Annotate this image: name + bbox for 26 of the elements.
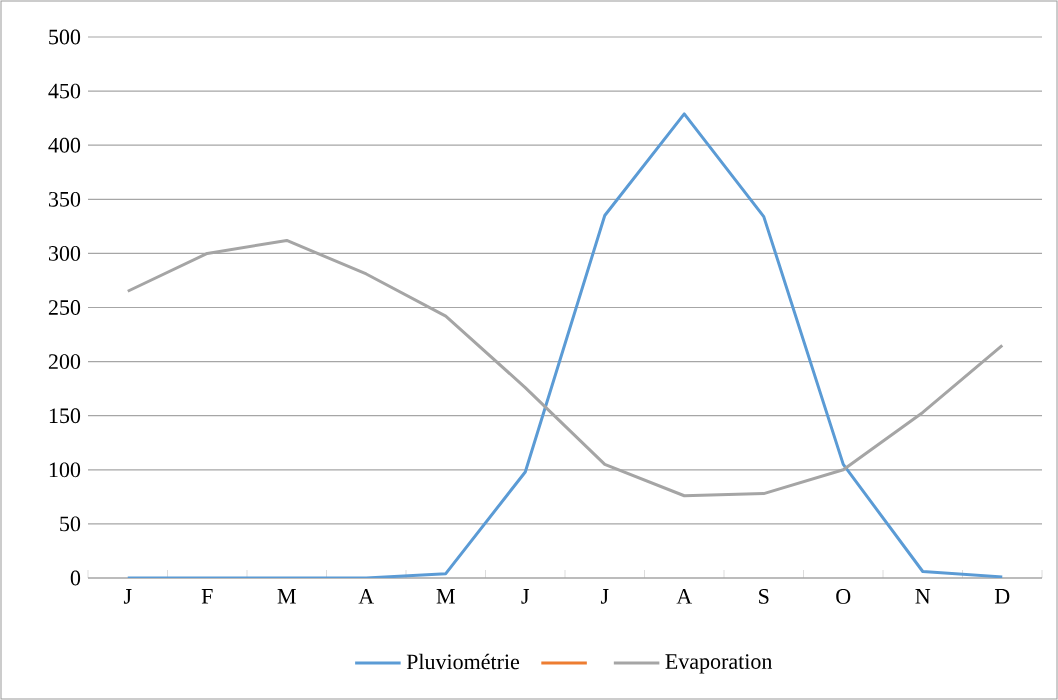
y-tick-label: 350 xyxy=(49,191,81,207)
legend-label: Evaporation xyxy=(665,654,773,674)
x-tick-label: J xyxy=(123,589,132,604)
x-tick-label: M xyxy=(436,589,455,604)
y-tick-label: 150 xyxy=(49,408,81,424)
x-tick-label: F xyxy=(201,589,213,604)
x-tick-label: J xyxy=(521,589,530,604)
x-tick-label: N xyxy=(915,589,931,604)
y-tick-label: 450 xyxy=(48,83,81,99)
y-tick-label: 0 xyxy=(70,570,81,586)
x-tick-label: D xyxy=(994,589,1010,604)
x-tick-label: A xyxy=(358,589,375,604)
y-tick-label: 50 xyxy=(60,516,81,532)
x-tick-label: J xyxy=(600,589,609,604)
x-tick-label: A xyxy=(676,589,693,604)
y-tick-label: 400 xyxy=(48,137,81,153)
x-tick-label: S xyxy=(759,589,769,604)
x-tick-label: O xyxy=(836,589,851,604)
y-tick-label: 300 xyxy=(49,245,81,261)
y-tick-label: 100 xyxy=(49,462,81,478)
line-series xyxy=(126,238,1004,498)
x-tick-label: M xyxy=(277,589,296,604)
y-tick-label: 500 xyxy=(49,29,81,45)
y-tick-label: 250 xyxy=(48,300,81,315)
y-tick-label: 200 xyxy=(48,354,81,370)
legend-label: Pluviométrie xyxy=(406,653,520,670)
